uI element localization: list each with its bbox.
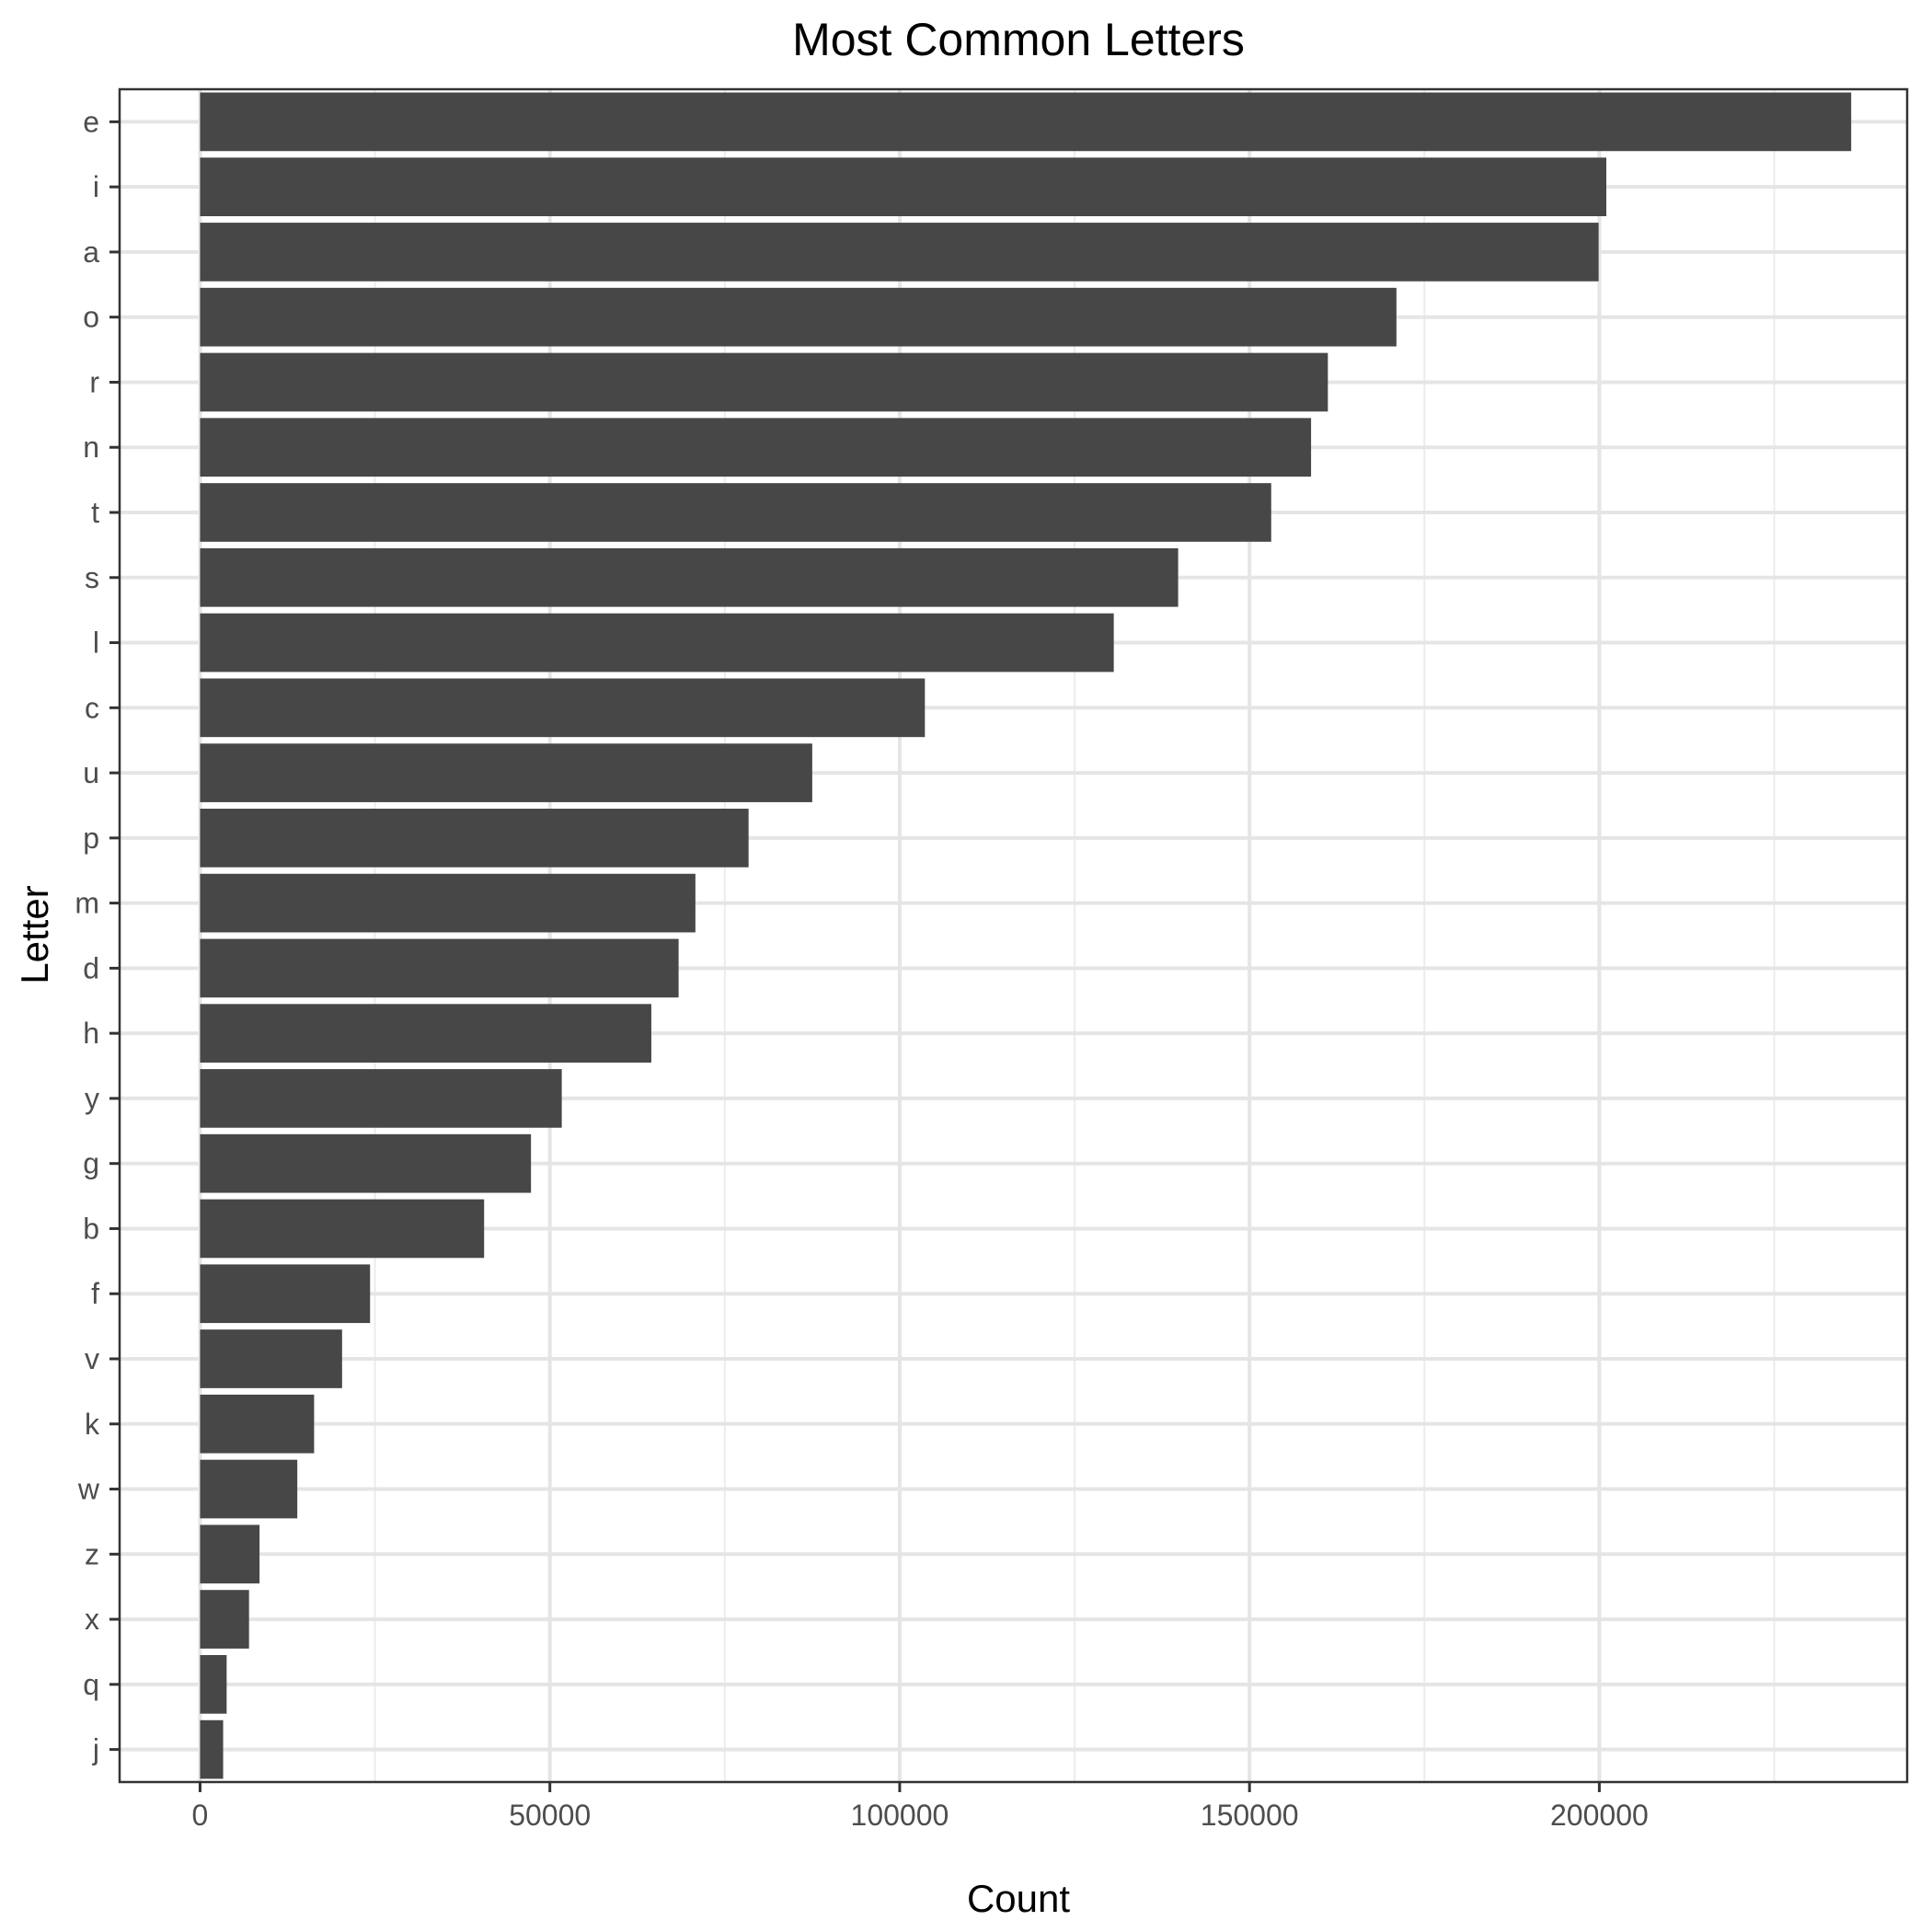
bar-m [200, 873, 696, 933]
panel-border [118, 87, 1909, 1784]
bar-g [200, 1133, 532, 1193]
y-tick-label: f [91, 1277, 99, 1310]
bar-d [200, 938, 679, 998]
bar-e [200, 92, 1852, 152]
chart-title: Most Common Letters [792, 14, 1245, 65]
y-tick-label: s [85, 561, 99, 594]
y-tick-label: b [83, 1212, 99, 1245]
bar-q [200, 1655, 227, 1714]
bar-z [200, 1524, 260, 1584]
y-tick-label: v [85, 1342, 99, 1375]
bar-b [200, 1199, 485, 1259]
y-tick-label: x [85, 1603, 99, 1636]
y-tick-label: g [83, 1147, 99, 1180]
x-tick-label: 50000 [509, 1799, 591, 1832]
bar-i [200, 157, 1606, 216]
x-tick-label: 0 [192, 1799, 209, 1832]
y-tick-label: u [83, 756, 99, 789]
y-tick-label: d [83, 951, 99, 984]
y-tick-label: t [91, 496, 99, 529]
y-tick-label: k [85, 1408, 100, 1441]
x-tick-label: 200000 [1550, 1799, 1649, 1832]
bar-u [200, 743, 812, 802]
bar-x [200, 1590, 249, 1649]
bars [200, 92, 1852, 1779]
bar-v [200, 1329, 342, 1388]
bar-w [200, 1459, 298, 1519]
bar-j [200, 1719, 224, 1779]
bar-n [200, 418, 1312, 477]
y-tick-label: p [83, 822, 99, 855]
y-tick-label: e [83, 105, 99, 138]
y-tick-label: j [92, 1733, 99, 1766]
y-tick-label: i [93, 170, 99, 203]
y-tick-label: l [93, 627, 99, 660]
x-axis-title: Count [967, 1877, 1070, 1920]
bar-f [200, 1264, 371, 1324]
y-tick-label: o [83, 301, 99, 334]
bar-h [200, 1004, 651, 1063]
y-tick-label: n [83, 431, 99, 464]
y-tick-label: z [85, 1537, 99, 1570]
x-tick-label: 100000 [851, 1799, 949, 1832]
x-axis: 0 50000 100000 150000 200000 [192, 1782, 1649, 1832]
bar-r [200, 352, 1328, 412]
y-tick-label: a [83, 236, 99, 269]
y-tick-label: h [83, 1017, 99, 1050]
y-tick-label: m [75, 887, 99, 920]
y-axis-title: Letter [13, 885, 56, 983]
bar-t [200, 483, 1271, 542]
bar-p [200, 809, 749, 868]
y-tick-label: r [89, 365, 99, 398]
bar-a [200, 223, 1599, 282]
y-tick-label: q [83, 1668, 99, 1701]
bar-c [200, 678, 926, 738]
y-tick-label: y [85, 1082, 99, 1115]
y-tick-label: c [85, 691, 99, 724]
y-tick-label: w [77, 1473, 100, 1506]
x-tick-label: 150000 [1201, 1799, 1299, 1832]
bar-s [200, 547, 1179, 607]
bar-l [200, 613, 1114, 673]
bar-k [200, 1394, 315, 1454]
bar-o [200, 287, 1397, 347]
bar-y [200, 1069, 562, 1128]
